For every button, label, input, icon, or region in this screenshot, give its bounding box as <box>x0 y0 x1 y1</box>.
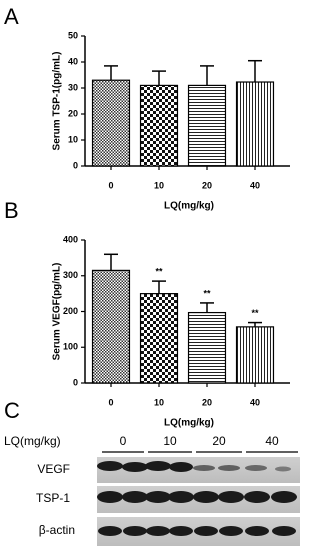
x-tick-label: 10 <box>154 180 164 190</box>
row-label: VEGF <box>37 462 70 476</box>
blot-art <box>97 451 300 546</box>
x-tick-label: 10 <box>154 397 164 407</box>
annotation: ** <box>203 288 211 298</box>
y-tick-label: 0 <box>73 377 78 387</box>
bar <box>187 84 227 167</box>
y-tick-label: 200 <box>63 306 78 316</box>
annotation: ** <box>155 266 163 276</box>
x-tick-label: 0 <box>108 180 113 190</box>
figure: C LQ(mg/kg) 0 10 20 40 VEGF TSP-1 β-acti… <box>4 4 300 546</box>
y-tick-label: 100 <box>63 342 78 352</box>
error-bar <box>104 65 118 81</box>
bar <box>139 293 179 384</box>
y-tick-label: 400 <box>63 234 78 244</box>
dose: 20 <box>212 434 226 448</box>
dose-label: LQ(mg/kg) <box>4 434 61 448</box>
x-tick-label: 20 <box>202 397 212 407</box>
x-tick-label: 40 <box>250 180 260 190</box>
dose: 0 <box>120 434 127 448</box>
bar <box>91 269 131 384</box>
error-bar <box>248 321 262 327</box>
error-bar <box>152 280 166 294</box>
y-axis-label: Serum VEGF(pg/mL) <box>52 263 63 361</box>
bar <box>139 84 179 167</box>
y-tick-label: 0 <box>73 160 78 170</box>
y-tick-label: 20 <box>68 108 78 118</box>
dose: 10 <box>163 434 177 448</box>
row-label: β-actin <box>39 523 75 537</box>
bar <box>91 79 131 167</box>
bar <box>235 81 275 167</box>
x-tick-label: 40 <box>250 397 260 407</box>
error-bar <box>248 59 262 83</box>
y-tick-label: 10 <box>68 134 78 144</box>
panel-label: A <box>4 4 19 29</box>
bar <box>235 326 275 384</box>
x-tick-label: 20 <box>202 180 212 190</box>
x-tick-label: 0 <box>108 397 113 407</box>
x-axis-label: LQ(mg/kg) <box>164 201 214 212</box>
row-label: TSP-1 <box>36 491 70 505</box>
annotation: ** <box>251 308 259 318</box>
dose: 40 <box>265 434 279 448</box>
error-bar <box>152 70 166 86</box>
y-axis-label: Serum TSP-1(pg/mL) <box>52 52 63 151</box>
x-axis-label: LQ(mg/kg) <box>164 418 214 429</box>
y-tick-label: 40 <box>68 56 78 66</box>
error-bar <box>200 65 214 86</box>
bar <box>187 311 227 384</box>
y-tick-label: 300 <box>63 270 78 280</box>
error-bar <box>200 302 214 313</box>
panel-label: B <box>4 198 19 223</box>
error-bar <box>104 253 118 271</box>
panel-label: C <box>4 398 20 423</box>
y-tick-label: 50 <box>68 30 78 40</box>
y-tick-label: 30 <box>68 82 78 92</box>
